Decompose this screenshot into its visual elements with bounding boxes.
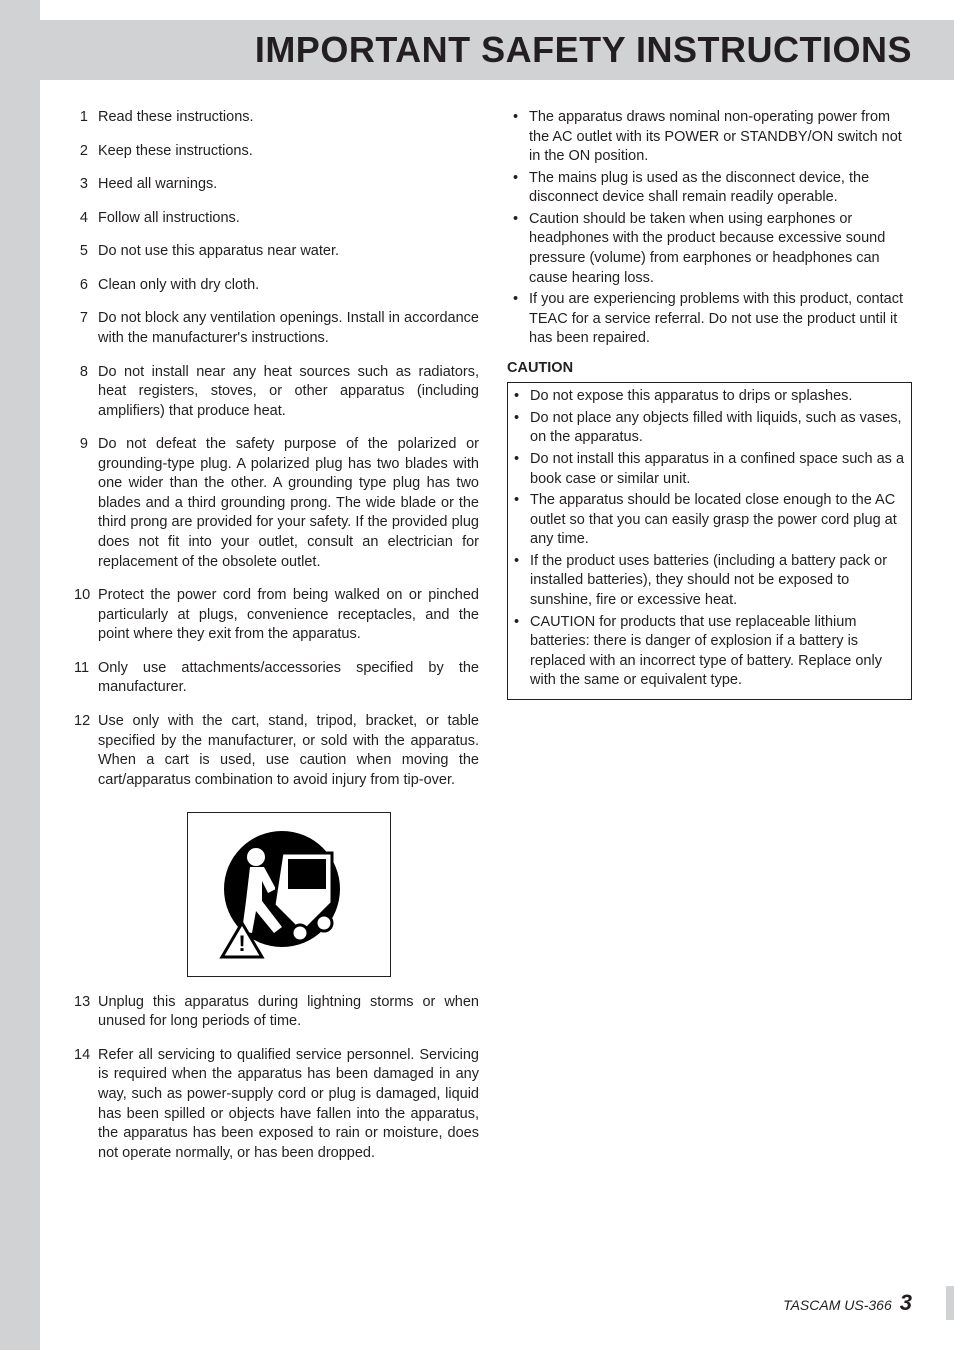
- item-number: 1: [74, 108, 98, 128]
- item-text: Protect the power cord from being walked…: [98, 586, 479, 645]
- page-number: 3: [900, 1290, 912, 1316]
- page-title: IMPORTANT SAFETY INSTRUCTIONS: [255, 29, 912, 71]
- caution-item: Do not install this apparatus in a confi…: [508, 450, 905, 489]
- item-text: Do not block any ventilation openings. I…: [98, 309, 479, 348]
- list-item: 4Follow all instructions.: [74, 209, 479, 229]
- tipover-frame: !: [187, 812, 391, 977]
- item-text: Only use attachments/accessories specifi…: [98, 659, 479, 698]
- caution-item: Do not place any objects filled with liq…: [508, 409, 905, 448]
- item-number: 6: [74, 276, 98, 296]
- item-number: 14: [74, 1046, 98, 1163]
- list-item: 12Use only with the cart, stand, tripod,…: [74, 712, 479, 790]
- item-text: Clean only with dry cloth.: [98, 276, 479, 296]
- item-number: 5: [74, 242, 98, 262]
- bullet-list: The apparatus draws nominal non-operatin…: [507, 108, 912, 349]
- list-item: 9Do not defeat the safety purpose of the…: [74, 435, 479, 572]
- list-item: 7Do not block any ventilation openings. …: [74, 309, 479, 348]
- list-item: 3Heed all warnings.: [74, 175, 479, 195]
- numbered-list: 1Read these instructions. 2Keep these in…: [74, 108, 479, 1163]
- item-text: Heed all warnings.: [98, 175, 479, 195]
- footer: TASCAM US-366 3: [783, 1290, 912, 1316]
- bullet-item: The apparatus draws nominal non-operatin…: [507, 108, 912, 167]
- item-text: Keep these instructions.: [98, 142, 479, 162]
- caution-item: CAUTION for products that use replaceabl…: [508, 613, 905, 691]
- list-item: !: [74, 804, 479, 993]
- item-number: 3: [74, 175, 98, 195]
- item-text: Do not defeat the safety purpose of the …: [98, 435, 479, 572]
- caution-item: The apparatus should be located close en…: [508, 491, 905, 550]
- item-number: 13: [74, 993, 98, 1032]
- caution-item: Do not expose this apparatus to drips or…: [508, 387, 905, 407]
- item-text: Read these instructions.: [98, 108, 479, 128]
- item-number: 11: [74, 659, 98, 698]
- list-item: 6Clean only with dry cloth.: [74, 276, 479, 296]
- page-background: IMPORTANT SAFETY INSTRUCTIONS 1Read thes…: [0, 0, 954, 1350]
- item-number: [74, 804, 98, 993]
- bullet-item: Caution should be taken when using earph…: [507, 210, 912, 288]
- footer-product: TASCAM US-366: [783, 1297, 892, 1313]
- columns: 1Read these instructions. 2Keep these in…: [74, 108, 912, 1177]
- side-tab: [946, 1286, 954, 1320]
- list-item: 11Only use attachments/accessories speci…: [74, 659, 479, 698]
- caution-heading: CAUTION: [507, 359, 912, 379]
- item-text: Use only with the cart, stand, tripod, b…: [98, 712, 479, 790]
- item-text: Unplug this apparatus during lightning s…: [98, 993, 479, 1032]
- bullet-item: The mains plug is used as the disconnect…: [507, 169, 912, 208]
- list-item: 2Keep these instructions.: [74, 142, 479, 162]
- bullet-item: If you are experiencing problems with th…: [507, 290, 912, 349]
- item-text: Follow all instructions.: [98, 209, 479, 229]
- list-item: 5Do not use this apparatus near water.: [74, 242, 479, 262]
- cart-tipover-icon: !: [204, 823, 374, 963]
- caution-item: If the product uses batteries (including…: [508, 552, 905, 611]
- caution-list: Do not expose this apparatus to drips or…: [508, 387, 905, 690]
- tipover-figure: !: [98, 812, 479, 977]
- item-number: 4: [74, 209, 98, 229]
- item-number: 7: [74, 309, 98, 348]
- list-item: 13Unplug this apparatus during lightning…: [74, 993, 479, 1032]
- item-number: 10: [74, 586, 98, 645]
- list-item: 1Read these instructions.: [74, 108, 479, 128]
- list-item: 10Protect the power cord from being walk…: [74, 586, 479, 645]
- right-column: The apparatus draws nominal non-operatin…: [507, 108, 912, 1177]
- header-bar: IMPORTANT SAFETY INSTRUCTIONS: [0, 20, 954, 80]
- item-number: 12: [74, 712, 98, 790]
- list-item: 8Do not install near any heat sources su…: [74, 363, 479, 422]
- item-number: 2: [74, 142, 98, 162]
- item-text: Do not use this apparatus near water.: [98, 242, 479, 262]
- item-text: Do not install near any heat sources suc…: [98, 363, 479, 422]
- list-item: 14Refer all servicing to qualified servi…: [74, 1046, 479, 1163]
- tipover-figure-wrap: !: [98, 804, 479, 993]
- caution-box: Do not expose this apparatus to drips or…: [507, 382, 912, 699]
- left-column: 1Read these instructions. 2Keep these in…: [74, 108, 479, 1177]
- item-number: 8: [74, 363, 98, 422]
- item-number: 9: [74, 435, 98, 572]
- item-text: Refer all servicing to qualified service…: [98, 1046, 479, 1163]
- svg-text:!: !: [238, 931, 245, 956]
